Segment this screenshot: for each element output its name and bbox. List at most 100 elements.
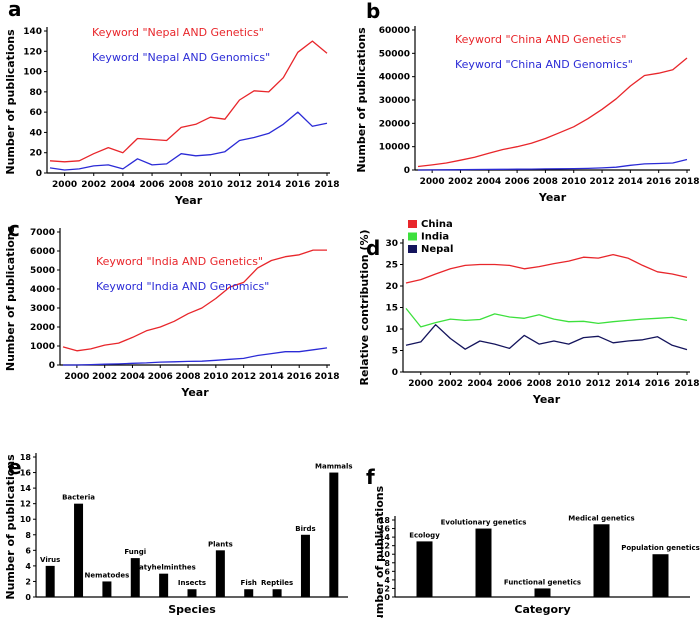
y-tick-label: 15 (385, 304, 398, 314)
y-tick-label: 10000 (379, 143, 410, 153)
y-tick-label: 30000 (379, 96, 410, 106)
x-tick-label: 2006 (497, 379, 522, 389)
legend-entry: Keyword "China AND Genomics" (455, 58, 633, 71)
y-tick-label: 140 (23, 27, 42, 37)
x-axis-title: Category (514, 603, 570, 616)
bar-category-label: Ecology (409, 531, 440, 539)
x-tick-label: 2002 (438, 379, 463, 389)
y-tick-label: 14 (20, 484, 32, 493)
y-tick-label: 5 (392, 347, 398, 357)
y-tick-label: 0 (384, 593, 390, 602)
y-tick-label: 60 (29, 108, 42, 118)
x-tick-label: 2002 (448, 177, 473, 187)
y-tick-label: 6 (25, 546, 31, 555)
x-tick-label: 2012 (590, 177, 615, 187)
x-tick-label: 2004 (110, 180, 135, 190)
bar-category-label: Evolutionary genetics (441, 519, 527, 527)
y-tick-label: 12 (379, 542, 390, 551)
legend-entry: China (421, 219, 453, 230)
y-tick-label: 3000 (30, 304, 55, 314)
y-tick-label: 0 (404, 166, 410, 176)
y-tick-label: 16 (20, 469, 32, 478)
x-tick-label: 2004 (467, 379, 492, 389)
bar-category-label: Virus (40, 556, 60, 564)
panel-letter: c (8, 217, 20, 241)
bar (187, 589, 197, 597)
x-tick-label: 2012 (231, 372, 256, 382)
y-tick-label: 30 (385, 239, 398, 249)
x-tick-label: 2008 (169, 180, 194, 190)
y-tick-label: 6000 (30, 247, 55, 257)
series-line-2 (405, 324, 688, 351)
legend-entry: Keyword "Nepal AND Genetics" (92, 26, 264, 39)
bar (652, 554, 669, 597)
legend-entry: Keyword "India AND Genomics" (96, 280, 269, 293)
y-tick-label: 8 (25, 531, 31, 540)
x-axis-title: Year (538, 191, 567, 204)
bar (416, 541, 433, 597)
x-tick-label: 2010 (203, 372, 228, 382)
y-tick-label: 10 (379, 550, 391, 559)
bar (130, 558, 140, 597)
x-tick-label: 2012 (227, 180, 252, 190)
series-line-1 (417, 158, 688, 171)
series-line-1 (49, 111, 328, 171)
panel-letter: d (366, 236, 380, 260)
legend-swatch (408, 245, 417, 253)
x-tick-label: 2016 (645, 379, 670, 389)
x-tick-label: 2014 (256, 180, 281, 190)
y-tick-label: 2 (25, 577, 31, 586)
bar (102, 581, 112, 597)
bar-category-label: Bacteria (62, 494, 95, 502)
panel-a: a 0 20 40 60 80 100 120 140 Number of publication… (4, 0, 340, 207)
y-tick-label: 20 (385, 282, 398, 292)
legend-entry: Nepal (421, 244, 454, 255)
panel-d: d 0 5 10 15 20 25 30 Relative contribution (%) 20… (358, 219, 700, 406)
y-tick-label: 4 (25, 562, 31, 571)
x-tick-label: 2000 (408, 379, 433, 389)
y-tick-label: 6 (384, 567, 390, 576)
y-tick-label: 8 (384, 559, 390, 568)
legend-swatch (408, 232, 417, 241)
x-tick-label: 2006 (140, 180, 165, 190)
bar (300, 534, 310, 597)
legend-swatch (408, 220, 417, 228)
x-tick-label: 2014 (615, 379, 640, 389)
y-tick-label: 20000 (379, 119, 410, 129)
y-tick-label: 18 (20, 453, 32, 462)
x-tick-label: 2002 (92, 372, 117, 382)
series-line-0 (62, 249, 327, 352)
legend-entry: India (421, 232, 449, 243)
x-tick-label: 2000 (52, 180, 77, 190)
x-tick-label: 2018 (314, 372, 339, 382)
y-tick-label: 7000 (30, 228, 55, 238)
x-tick-label: 2016 (646, 177, 671, 187)
bar-category-label: Medical genetics (568, 514, 634, 522)
x-tick-label: 2016 (287, 372, 312, 382)
legend-entry: Keyword "Nepal AND Genomics" (92, 51, 270, 64)
x-axis-title: Year (180, 386, 209, 399)
y-tick-label: 0 (36, 169, 42, 179)
panel-letter: a (8, 0, 22, 21)
y-tick-label: 50000 (379, 49, 410, 59)
x-tick-label: 2006 (505, 177, 530, 187)
x-tick-label: 2004 (120, 372, 145, 382)
x-tick-label: 2010 (561, 177, 586, 187)
bar-category-label: Plants (208, 540, 233, 548)
bar-category-label: Population genetics (621, 544, 700, 552)
x-tick-label: 2014 (618, 177, 643, 187)
y-tick-label: 40 (29, 128, 42, 138)
bar (244, 589, 254, 597)
x-tick-label: 2004 (476, 177, 501, 187)
y-tick-label: 120 (23, 47, 42, 57)
x-tick-label: 2000 (64, 372, 89, 382)
bar (45, 565, 55, 597)
bar (159, 573, 169, 597)
bar-category-label: Mammals (315, 463, 353, 471)
series-line-1 (405, 307, 688, 328)
series-line-0 (405, 253, 688, 284)
x-axis-title: Year (174, 194, 203, 207)
panel-b: b 0 10000 20000 30000 40000 50000 60000 Number o… (355, 0, 700, 204)
